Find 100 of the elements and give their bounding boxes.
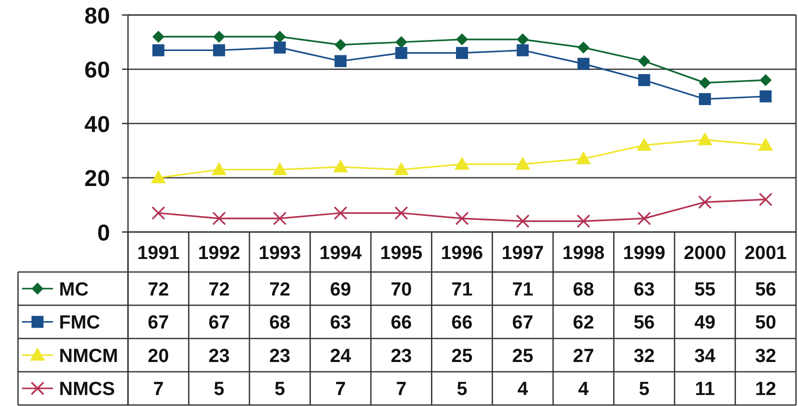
point <box>758 192 772 206</box>
y-tick-label: 40 <box>84 110 110 137</box>
legend-label: NMCM <box>59 346 118 367</box>
y-tick-label: 0 <box>97 219 110 246</box>
point <box>456 33 468 46</box>
data-label: 24 <box>330 346 352 367</box>
data-label: 5 <box>456 379 468 400</box>
point <box>152 206 166 220</box>
point <box>697 132 712 146</box>
point <box>516 33 529 46</box>
legend-label: NMCS <box>59 379 115 400</box>
point <box>454 156 470 170</box>
data-label: 5 <box>638 379 650 400</box>
data-label: 4 <box>578 379 590 400</box>
point <box>455 212 469 226</box>
point <box>576 151 591 164</box>
point <box>150 170 166 184</box>
x-tick-label: 2001 <box>744 242 788 264</box>
point <box>212 212 226 226</box>
x-tick-label: 1997 <box>502 242 544 264</box>
data-label: 20 <box>148 346 169 367</box>
data-label: 7 <box>335 379 346 400</box>
x-tick-label: 1995 <box>380 242 423 264</box>
point <box>577 58 590 70</box>
data-label: 72 <box>148 279 169 300</box>
point <box>760 74 772 86</box>
point <box>576 214 590 228</box>
legend-label: MC <box>59 279 89 300</box>
data-label: 50 <box>755 312 776 334</box>
data-label: 11 <box>694 379 716 400</box>
data-label: 49 <box>694 312 716 334</box>
data-label: 71 <box>512 279 534 300</box>
x-tick-label: 1999 <box>623 242 666 264</box>
data-label: 55 <box>694 279 716 300</box>
x-tick-label: 1998 <box>562 242 605 264</box>
data-label: 63 <box>634 279 655 300</box>
point <box>395 46 408 59</box>
point <box>760 90 772 102</box>
x-tick-label: 1993 <box>258 242 301 264</box>
data-label: 56 <box>755 279 776 300</box>
data-label: 67 <box>148 312 169 334</box>
legend-label: FMC <box>59 312 100 334</box>
point <box>638 74 650 86</box>
x-tick-label: 1991 <box>137 242 180 264</box>
data-label: 67 <box>512 312 534 334</box>
data-label: 68 <box>269 312 290 334</box>
x-tick-label: 1996 <box>440 242 484 264</box>
point <box>152 30 164 43</box>
data-label: 72 <box>269 279 290 300</box>
data-label: 56 <box>634 312 655 334</box>
data-label: 7 <box>396 379 407 400</box>
data-label: 69 <box>330 279 352 300</box>
data-label: 32 <box>755 346 776 367</box>
point <box>274 42 286 54</box>
data-label: 32 <box>634 346 655 367</box>
point <box>334 206 348 220</box>
y-tick-label: 60 <box>84 56 110 83</box>
data-label: 23 <box>208 346 230 367</box>
point <box>637 212 651 226</box>
data-label: 7 <box>153 379 164 400</box>
data-label: 70 <box>390 279 412 300</box>
data-label: 34 <box>694 346 716 367</box>
point <box>758 138 774 151</box>
point <box>274 30 286 43</box>
data-label: 23 <box>390 346 412 367</box>
point <box>516 44 529 56</box>
data-label: 5 <box>214 379 225 400</box>
y-tick-label: 80 <box>84 2 110 28</box>
point <box>698 76 711 89</box>
point <box>213 30 226 43</box>
point <box>333 159 348 172</box>
data-label: 67 <box>208 312 230 334</box>
y-tick-label: 20 <box>84 165 110 192</box>
x-tick-label: 2000 <box>684 242 726 264</box>
x-tick-label: 1992 <box>198 242 240 264</box>
point <box>698 195 712 209</box>
data-label: 5 <box>274 379 286 400</box>
point <box>638 55 650 68</box>
point <box>698 93 711 106</box>
data-label: 68 <box>572 279 594 300</box>
point <box>577 42 590 54</box>
data-label: 71 <box>451 279 473 300</box>
point <box>272 162 288 176</box>
data-label: 66 <box>390 312 412 334</box>
point <box>213 44 226 56</box>
point <box>516 214 530 228</box>
point <box>395 36 408 48</box>
data-label: 63 <box>330 312 352 334</box>
data-label: 4 <box>517 379 528 400</box>
point <box>212 162 227 176</box>
data-label: 23 <box>269 346 290 367</box>
data-label: 27 <box>572 346 594 367</box>
data-label: 62 <box>572 312 594 334</box>
point <box>273 212 287 226</box>
x-tick-label: 1994 <box>319 242 362 264</box>
point <box>334 55 347 68</box>
point <box>636 138 652 151</box>
point <box>456 46 468 59</box>
point <box>152 44 164 56</box>
point <box>515 156 530 170</box>
